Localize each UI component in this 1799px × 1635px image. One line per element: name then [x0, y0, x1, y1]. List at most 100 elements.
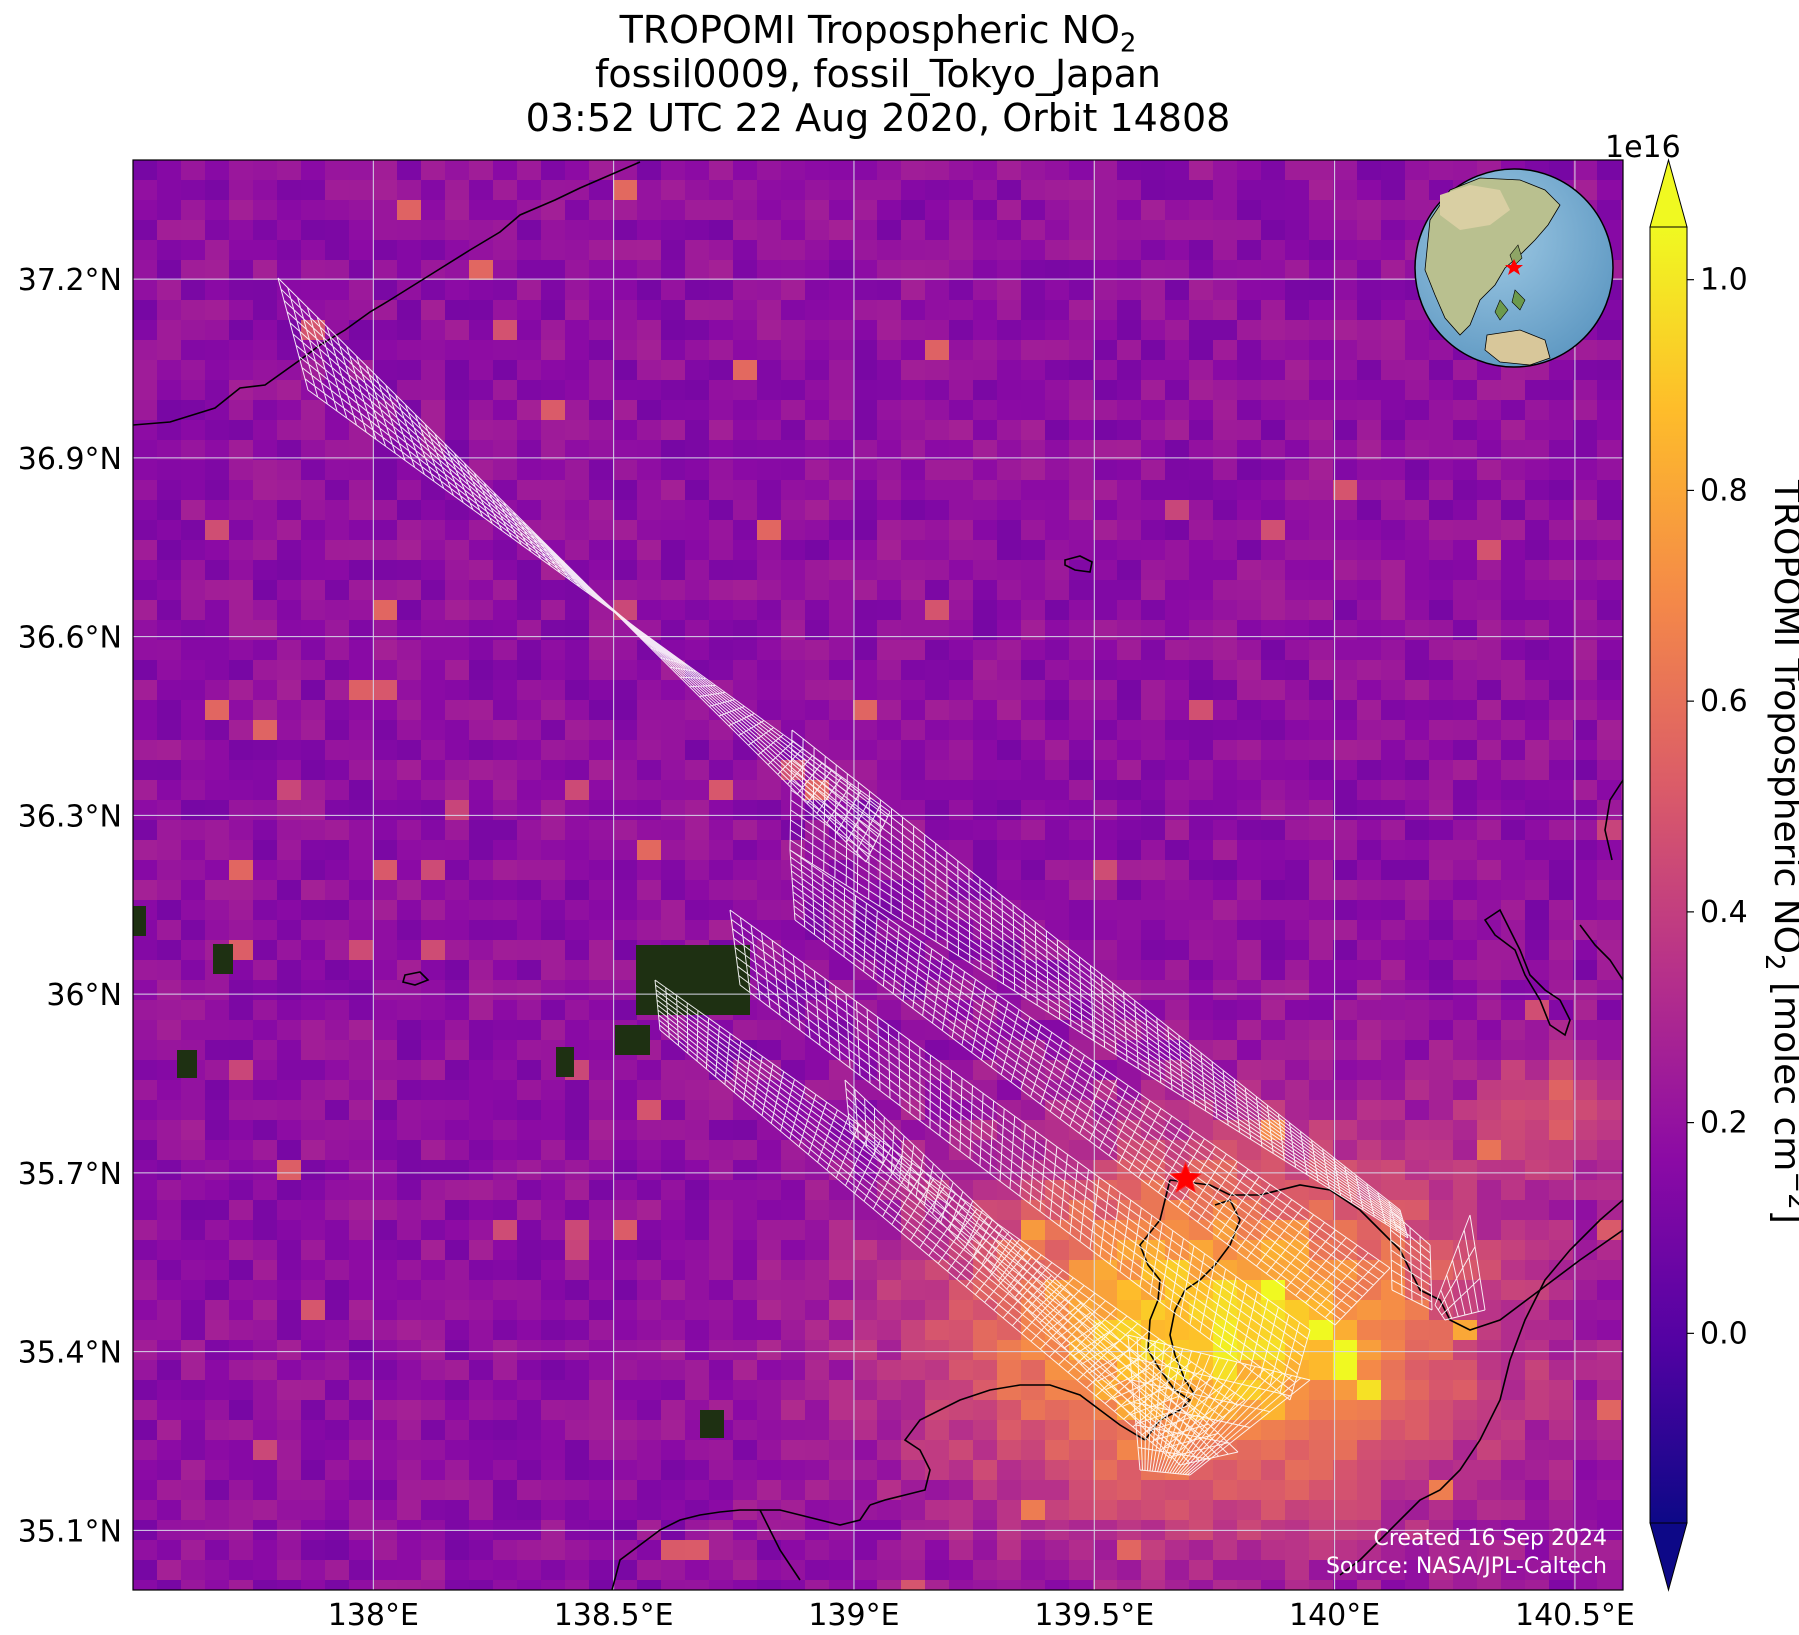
no2-pixel: [1189, 1100, 1214, 1121]
no2-pixel: [157, 1560, 182, 1581]
no2-pixel: [1333, 1500, 1358, 1521]
no2-pixel: [949, 300, 974, 321]
no2-pixel: [685, 580, 710, 601]
no2-pixel: [1117, 380, 1142, 401]
no2-pixel: [517, 1440, 542, 1461]
no2-pixel: [1333, 620, 1358, 641]
coastline-segment: [759, 1509, 801, 1581]
no2-pixel: [1621, 1160, 1623, 1181]
no2-pixel: [565, 1260, 590, 1281]
no2-pixel: [493, 980, 518, 1001]
no2-pixel: [1189, 340, 1214, 361]
no2-pixel: [709, 1140, 734, 1161]
no2-pixel: [1165, 660, 1190, 681]
no2-pixel: [973, 780, 998, 801]
no2-pixel: [541, 440, 566, 461]
globe-desert: [1440, 185, 1510, 230]
no2-pixel: [1309, 1540, 1334, 1561]
no2-pixel: [1597, 1040, 1622, 1061]
no2-pixel: [565, 780, 590, 801]
no2-pixel: [1189, 260, 1214, 281]
no2-pixel: [325, 680, 350, 701]
no2-pixel: [157, 720, 182, 741]
no2-pixel: [973, 1100, 998, 1121]
no2-pixel: [301, 220, 326, 241]
no2-pixel: [1333, 960, 1358, 981]
no2-pixel: [661, 160, 686, 181]
no2-pixel: [613, 160, 638, 181]
no2-pixel: [925, 280, 950, 301]
no2-pixel: [181, 600, 206, 621]
no2-pixel: [757, 260, 782, 281]
no2-pixel: [1525, 1460, 1550, 1481]
no2-pixel: [157, 600, 182, 621]
no2-pixel: [1357, 340, 1382, 361]
no2-pixel: [1045, 1400, 1070, 1421]
no2-pixel: [469, 1100, 494, 1121]
no2-pixel: [541, 1440, 566, 1461]
no2-pixel: [1213, 1020, 1238, 1041]
no2-pixel: [637, 220, 662, 241]
no2-pixel: [133, 780, 158, 801]
no2-pixel: [1501, 1500, 1526, 1521]
no2-pixel: [325, 640, 350, 661]
no2-pixel: [541, 220, 566, 241]
no2-pixel: [277, 1300, 302, 1321]
no2-pixel: [1045, 1220, 1070, 1241]
globe-marker-icon: [1505, 259, 1523, 275]
no2-pixel: [1309, 240, 1334, 261]
no2-pixel: [493, 960, 518, 981]
no2-pixel: [373, 960, 398, 981]
no2-pixel: [253, 1180, 278, 1201]
no2-pixel: [1237, 700, 1262, 721]
no2-pixel: [517, 740, 542, 761]
no2-pixel: [1477, 1440, 1502, 1461]
no2-pixel: [205, 1240, 230, 1261]
no2-pixel: [277, 1080, 302, 1101]
no2-pixel: [1213, 1040, 1238, 1061]
no2-pixel: [349, 1040, 374, 1061]
no2-pixel: [1237, 1140, 1262, 1161]
no2-pixel: [877, 1480, 902, 1501]
no2-pixel: [517, 980, 542, 1001]
map-area[interactable]: Created 16 Sep 2024 Source: NASA/JPL-Cal…: [132, 160, 1646, 1601]
no2-pixel: [181, 160, 206, 181]
no2-pixel: [805, 1480, 830, 1501]
no2-pixel: [1405, 680, 1430, 701]
no2-pixel: [805, 1360, 830, 1381]
no2-pixel: [229, 920, 254, 941]
no2-pixel: [997, 560, 1022, 581]
no2-pixel: [1309, 1280, 1334, 1301]
no2-pixel: [781, 220, 806, 241]
no2-pixel: [1021, 1200, 1046, 1221]
no2-pixel: [661, 540, 686, 561]
no2-pixel: [781, 900, 806, 921]
no2-pixel: [1381, 500, 1406, 521]
no2-pixel: [1021, 400, 1046, 421]
no2-pixel: [1261, 660, 1286, 681]
no2-pixel: [157, 460, 182, 481]
no2-pixel: [1309, 300, 1334, 321]
no2-pixel: [1453, 600, 1478, 621]
no2-pixel: [1405, 1180, 1430, 1201]
no2-pixel: [997, 500, 1022, 521]
no2-pixel: [1237, 1440, 1262, 1461]
no2-pixel: [709, 640, 734, 661]
no2-pixel: [949, 1400, 974, 1421]
no2-pixel: [1573, 480, 1598, 501]
no2-pixel: [661, 1320, 686, 1341]
no2-pixel: [1285, 1280, 1310, 1301]
no2-pixel: [301, 1240, 326, 1261]
no2-pixel: [1501, 1460, 1526, 1481]
no2-pixel: [1573, 600, 1598, 621]
no2-pixel: [1213, 300, 1238, 321]
no2-pixel: [397, 620, 422, 641]
no2-pixel: [1213, 780, 1238, 801]
no2-pixel: [1333, 320, 1358, 341]
no2-pixel: [949, 500, 974, 521]
no2-pixel: [637, 820, 662, 841]
no2-pixel: [805, 640, 830, 661]
no2-pixel: [349, 1140, 374, 1161]
no2-pixel: [1261, 960, 1286, 981]
no2-pixel: [157, 1000, 182, 1021]
